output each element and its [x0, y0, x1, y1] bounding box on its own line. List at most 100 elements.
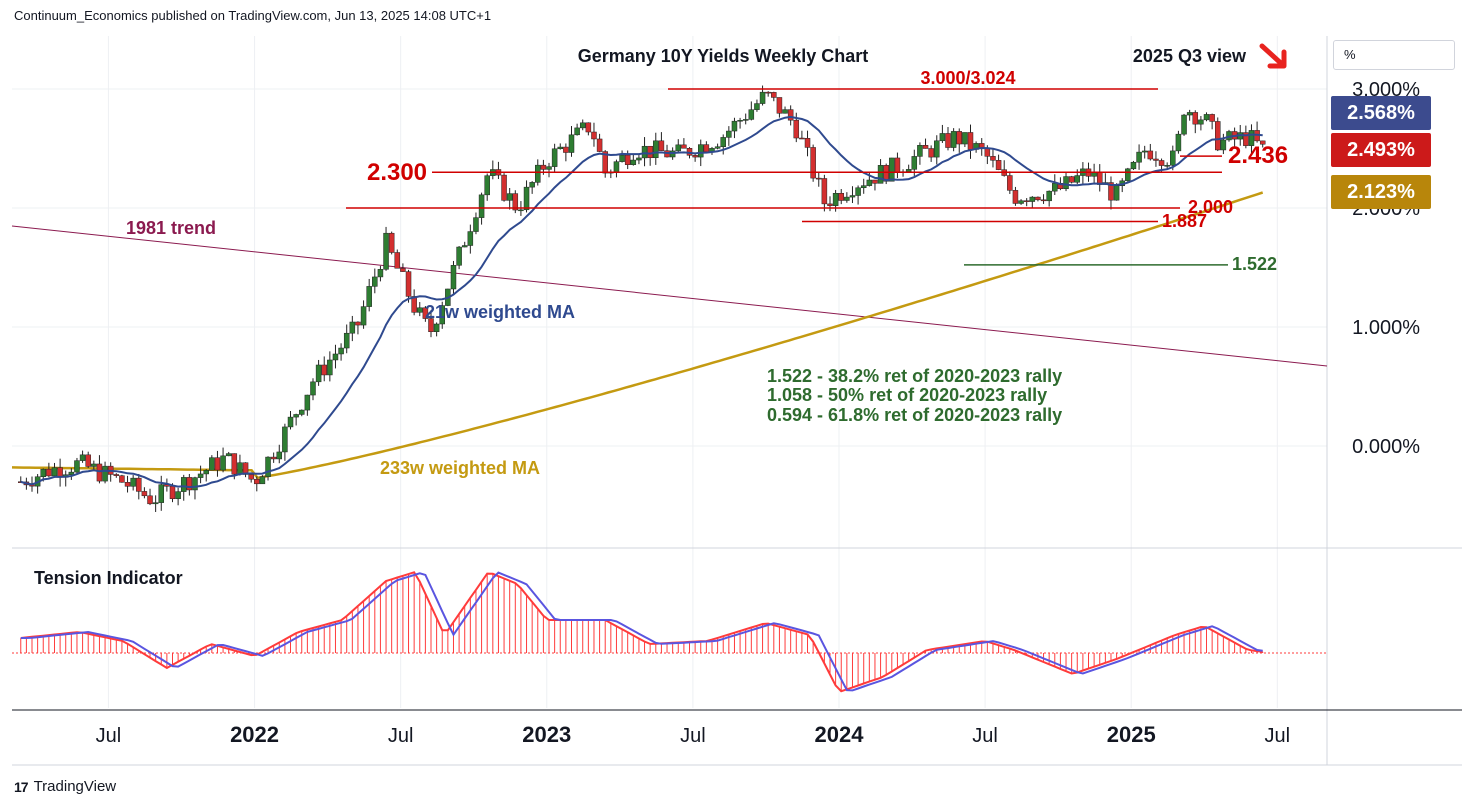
- tradingview-footer[interactable]: 17 TradingView: [14, 778, 116, 795]
- unit-label: %: [1344, 47, 1356, 62]
- candle-body: [473, 217, 479, 232]
- level-label: 2.436: [1228, 142, 1288, 169]
- candle-body: [754, 103, 760, 110]
- candle-body: [950, 131, 957, 148]
- candle-body: [304, 394, 311, 411]
- y-tick-label: 0.000%: [1352, 436, 1420, 458]
- candle-body: [816, 177, 822, 180]
- candle-body: [793, 119, 800, 139]
- candle-body: [877, 165, 884, 184]
- candle-body: [596, 138, 603, 152]
- candle-body: [51, 467, 58, 477]
- candle-body: [343, 332, 350, 349]
- ma21-line: [20, 115, 1263, 489]
- candle-body: [827, 203, 833, 206]
- candle-body: [1023, 200, 1030, 202]
- candle-body: [1046, 190, 1052, 202]
- annotation-label: 233w weighted MA: [380, 458, 540, 478]
- candle-body: [141, 491, 148, 497]
- candle-body: [79, 454, 86, 461]
- y-tick-label: 3.000%: [1352, 79, 1420, 101]
- level-label: 2.000: [1188, 197, 1233, 217]
- candle-body: [248, 474, 254, 480]
- candle-body: [1029, 196, 1036, 202]
- candle-body: [461, 245, 468, 248]
- candle-body: [467, 231, 474, 246]
- publisher-caption: Continuum_Economics published on Trading…: [14, 8, 492, 23]
- candle-body: [883, 165, 889, 182]
- candle-body: [551, 148, 558, 167]
- candle-body: [293, 414, 299, 418]
- candle-body: [546, 166, 552, 170]
- candle-body: [1192, 112, 1199, 125]
- candle-body: [810, 147, 816, 179]
- candle-body: [175, 491, 181, 500]
- candle-body: [422, 307, 429, 319]
- candle-body: [681, 144, 687, 149]
- candle-body: [124, 482, 131, 487]
- candle-body: [147, 495, 153, 505]
- candle-body: [1018, 200, 1024, 204]
- candle-body: [214, 457, 221, 471]
- candle-body: [1203, 114, 1210, 121]
- candle-body: [1130, 161, 1137, 170]
- candle-body: [254, 478, 260, 485]
- candle-body: [400, 268, 406, 272]
- candle-body: [1220, 139, 1227, 151]
- annotation-label: 1981 trend: [126, 218, 216, 238]
- candle-body: [1158, 160, 1165, 166]
- candle-body: [967, 132, 974, 150]
- candle-body: [776, 97, 783, 114]
- candle-body: [1052, 183, 1058, 192]
- candle-body: [1209, 114, 1215, 122]
- candle-body: [726, 130, 732, 138]
- candle-body: [1125, 168, 1131, 182]
- candle-body: [46, 468, 52, 477]
- candle-body: [372, 276, 378, 287]
- candle-body: [209, 457, 215, 471]
- candle-body: [355, 321, 361, 326]
- candle-body: [720, 137, 726, 147]
- candle-body: [338, 347, 344, 355]
- candle-body: [1186, 112, 1193, 116]
- candle-body: [945, 133, 951, 148]
- candle-body: [298, 409, 305, 415]
- candle-body: [130, 477, 136, 487]
- candle-body: [411, 296, 417, 313]
- candle-body: [894, 157, 901, 173]
- x-tick-label: Jul: [680, 725, 706, 747]
- candle-body: [433, 323, 440, 333]
- last-price-tag: 2.493%: [1331, 133, 1431, 167]
- x-tick-label: Jul: [972, 725, 998, 747]
- candle-body: [152, 502, 159, 505]
- candle-body: [939, 133, 946, 142]
- candle-body: [113, 474, 120, 476]
- candle-body: [1141, 150, 1148, 153]
- candle-body: [349, 321, 356, 334]
- candle-body: [1164, 165, 1170, 167]
- candle-body: [220, 455, 226, 471]
- candle-body: [388, 232, 395, 253]
- candle-body: [501, 174, 507, 201]
- candle-body: [922, 145, 929, 149]
- candle-body: [602, 151, 608, 174]
- candle-body: [956, 131, 962, 145]
- ma21-price-tag: 2.568%: [1331, 96, 1431, 130]
- candle-body: [1040, 199, 1047, 202]
- candle-body: [332, 353, 339, 361]
- candle-body: [838, 193, 844, 201]
- candle-body: [169, 486, 176, 500]
- candle-body: [310, 381, 316, 396]
- candle-body: [529, 182, 535, 188]
- candle-body: [714, 146, 721, 149]
- candle-body: [771, 92, 777, 98]
- candle-body: [91, 463, 97, 467]
- level-label: 1.522: [1232, 254, 1277, 274]
- chart-subtitle: 2025 Q3 view: [1133, 46, 1247, 66]
- unit-selector[interactable]: %: [1333, 40, 1455, 70]
- level-label: 1.887: [1162, 211, 1207, 231]
- candle-body: [653, 140, 659, 159]
- candle-body: [259, 476, 266, 485]
- candle-body: [74, 460, 80, 473]
